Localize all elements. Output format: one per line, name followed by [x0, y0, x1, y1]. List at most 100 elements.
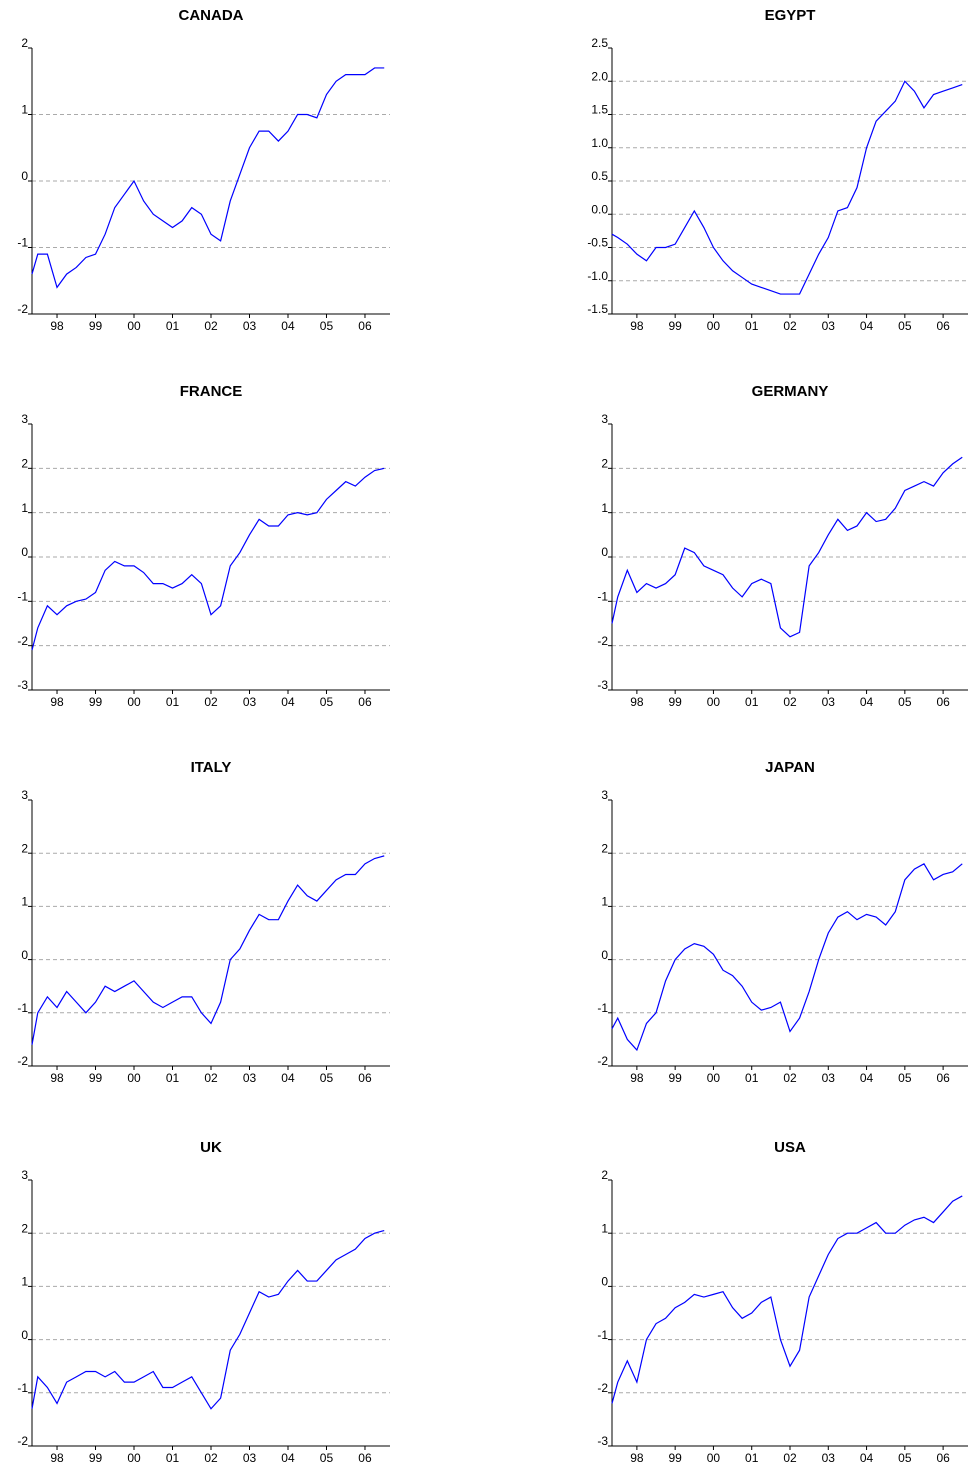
y-tick-label: 1.5 — [591, 103, 608, 117]
y-tick-label: 1 — [601, 501, 608, 515]
x-tick-label: 06 — [936, 1451, 950, 1465]
y-tick-label: 2.0 — [591, 69, 608, 83]
x-tick-label: 06 — [936, 695, 950, 709]
x-tick-label: 02 — [204, 1071, 218, 1085]
x-tick-label: 05 — [320, 695, 334, 709]
data-line — [31, 1229, 385, 1410]
y-tick-label: 0 — [601, 1275, 608, 1289]
x-tick-label: 03 — [822, 1451, 836, 1465]
x-tick-label: 03 — [243, 695, 257, 709]
y-tick-label: -1 — [17, 1001, 28, 1015]
x-tick-label: 98 — [630, 1451, 644, 1465]
x-tick-label: 01 — [745, 319, 759, 333]
data-line — [611, 80, 963, 295]
data-line — [31, 855, 385, 1045]
chart-title: CANADA — [179, 7, 244, 24]
y-tick-label: 2 — [21, 36, 28, 50]
x-tick-label: 99 — [89, 319, 103, 333]
x-tick-label: 02 — [783, 1071, 797, 1085]
x-tick-label: 01 — [166, 1451, 180, 1465]
data-line — [611, 456, 963, 638]
data-line — [611, 1195, 963, 1404]
x-tick-label: 98 — [630, 1071, 644, 1085]
x-tick-label: 04 — [281, 695, 295, 709]
x-tick-label: 01 — [166, 319, 180, 333]
y-tick-label: -1 — [17, 590, 28, 604]
x-tick-label: 06 — [936, 319, 950, 333]
y-tick-label: 0.0 — [591, 202, 608, 216]
x-tick-label: 04 — [281, 319, 295, 333]
y-tick-label: -2 — [597, 634, 608, 648]
chart-title: UK — [200, 1139, 222, 1156]
y-tick-label: -1 — [597, 590, 608, 604]
x-tick-label: 02 — [783, 695, 797, 709]
y-tick-label: -1.0 — [587, 269, 608, 283]
x-tick-label: 03 — [243, 1071, 257, 1085]
y-tick-label: 0 — [21, 948, 28, 962]
chart-title: JAPAN — [765, 759, 815, 776]
x-tick-label: 00 — [127, 695, 141, 709]
y-tick-label: 1 — [21, 501, 28, 515]
x-tick-label: 02 — [204, 695, 218, 709]
x-tick-label: 01 — [745, 1451, 759, 1465]
y-tick-label: -0.5 — [587, 236, 608, 250]
y-tick-label: -3 — [597, 678, 608, 692]
x-tick-label: 98 — [50, 1451, 64, 1465]
x-tick-label: 06 — [358, 319, 372, 333]
x-tick-label: 02 — [204, 1451, 218, 1465]
x-tick-label: 03 — [822, 319, 836, 333]
y-tick-label: 3 — [21, 788, 28, 802]
y-tick-label: -3 — [597, 1434, 608, 1448]
x-tick-label: 00 — [127, 1071, 141, 1085]
x-tick-label: 00 — [707, 319, 721, 333]
x-tick-label: 99 — [89, 1451, 103, 1465]
x-tick-label: 05 — [320, 319, 334, 333]
y-tick-label: 2 — [21, 457, 28, 471]
x-tick-label: 06 — [358, 695, 372, 709]
x-tick-label: 05 — [320, 1071, 334, 1085]
x-tick-label: 05 — [898, 695, 912, 709]
y-tick-label: 1 — [601, 1221, 608, 1235]
x-tick-label: 98 — [630, 319, 644, 333]
x-tick-label: 04 — [281, 1451, 295, 1465]
x-tick-label: 00 — [707, 1451, 721, 1465]
data-line — [611, 863, 963, 1052]
y-tick-label: -3 — [17, 678, 28, 692]
x-tick-label: 99 — [668, 319, 682, 333]
x-tick-label: 02 — [204, 319, 218, 333]
x-tick-label: 99 — [668, 695, 682, 709]
x-tick-label: 03 — [243, 319, 257, 333]
y-tick-label: 3 — [601, 788, 608, 802]
y-tick-label: -2 — [17, 1434, 28, 1448]
y-tick-label: 2 — [21, 841, 28, 855]
x-tick-label: 98 — [50, 695, 64, 709]
x-tick-label: 00 — [707, 695, 721, 709]
y-tick-label: 3 — [21, 412, 28, 426]
y-tick-label: 2 — [601, 1168, 608, 1182]
x-tick-label: 03 — [822, 1071, 836, 1085]
chart-title: EGYPT — [765, 7, 816, 24]
x-tick-label: 98 — [50, 319, 64, 333]
y-tick-label: 2 — [601, 841, 608, 855]
y-tick-label: 1.0 — [591, 136, 608, 150]
y-tick-label: 2 — [601, 457, 608, 471]
y-tick-label: -2 — [17, 1054, 28, 1068]
y-tick-label: -2 — [17, 634, 28, 648]
y-tick-label: -1 — [597, 1001, 608, 1015]
x-tick-label: 06 — [358, 1071, 372, 1085]
y-tick-label: 0.5 — [591, 169, 608, 183]
x-tick-label: 05 — [898, 1451, 912, 1465]
y-tick-label: 0 — [21, 545, 28, 559]
x-tick-label: 01 — [166, 695, 180, 709]
x-tick-label: 01 — [745, 1071, 759, 1085]
x-tick-label: 04 — [860, 1071, 874, 1085]
x-tick-label: 98 — [630, 695, 644, 709]
x-tick-label: 05 — [898, 1071, 912, 1085]
x-tick-label: 98 — [50, 1071, 64, 1085]
y-tick-label: -1 — [597, 1328, 608, 1342]
x-tick-label: 00 — [127, 319, 141, 333]
x-tick-label: 05 — [320, 1451, 334, 1465]
y-tick-label: 0 — [21, 1328, 28, 1342]
x-tick-label: 02 — [783, 319, 797, 333]
y-tick-label: 0 — [601, 948, 608, 962]
